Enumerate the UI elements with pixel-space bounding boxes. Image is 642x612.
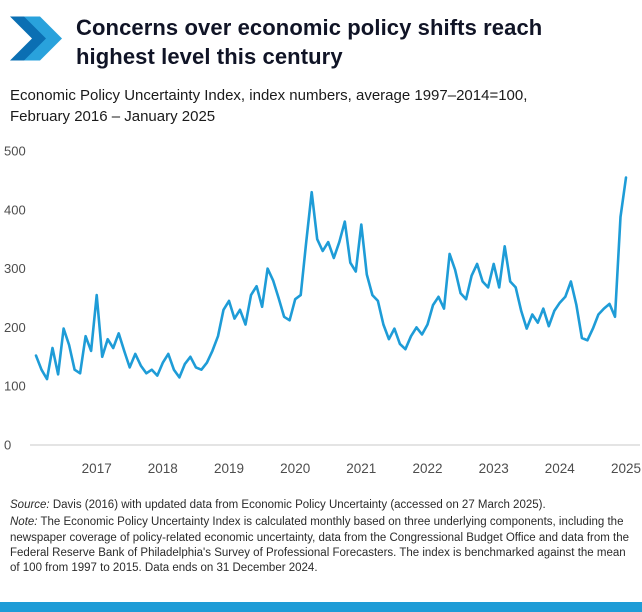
y-axis-tick-label: 400 [4,202,26,217]
x-axis-tick-label: 2024 [545,461,576,476]
x-axis-tick-label: 2019 [214,461,244,476]
chart-area: 0 100 200 300 400 500 2017 2018 2019 2020 2021 2022… [0,135,642,492]
source-text: Davis (2016) with updated data from Econ… [49,499,546,512]
chart-subtitle: Economic Policy Uncertainty Index, index… [10,87,528,126]
y-axis-tick-label: 0 [4,438,11,453]
x-axis-tick-label: 2023 [479,461,509,476]
note-label: Note: [10,516,38,529]
chevron-light-shape [24,16,62,61]
note-text: The Economic Policy Uncertainty Index is… [10,516,630,575]
x-axis-tick-label: 2021 [346,461,376,476]
epu-line-series [34,176,628,381]
x-axis-tick-label: 2020 [280,461,310,476]
page-title: Concerns over economic policy shifts rea… [76,15,543,69]
note-line: Note: The Economic Policy Uncertainty In… [10,515,634,576]
source-label: Source: [10,499,50,512]
y-axis-tick-label: 100 [4,379,26,394]
footnotes: Source: Davis (2016) with updated data f… [0,492,642,576]
header: Concerns over economic policy shifts rea… [0,0,642,71]
epu-line-chart: 0 100 200 300 400 500 2017 2018 2019 2020 2021 2022… [4,144,641,477]
footer-accent-bar [0,602,642,612]
source-line: Source: Davis (2016) with updated data f… [10,498,634,513]
x-axis-tick-label: 2018 [148,461,178,476]
y-axis-tick-label: 500 [4,144,26,159]
x-axis-tick-label: 2017 [82,461,112,476]
chevron-dark-shape [10,16,48,61]
x-axis-tick-label: 2025 [611,461,641,476]
double-chevron-logo-icon [10,16,62,66]
y-axis-tick-label: 300 [4,261,26,276]
x-axis-tick-label: 2022 [412,461,442,476]
y-axis-tick-label: 200 [4,320,26,335]
